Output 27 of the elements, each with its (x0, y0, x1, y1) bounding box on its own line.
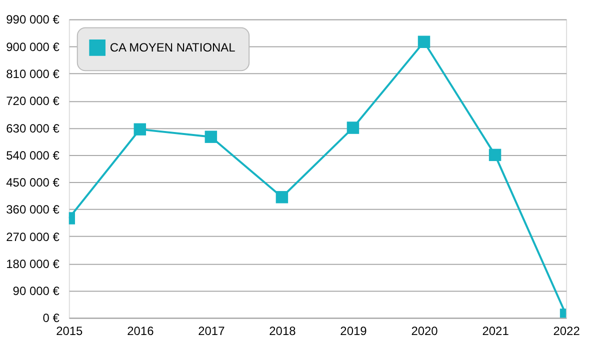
x-tick-label: 2015 (56, 324, 84, 338)
y-tick-label: 540 000 € (6, 148, 60, 162)
x-tick-label: 2019 (340, 324, 368, 338)
point (134, 123, 146, 136)
y-tick-label: 180 000 € (6, 256, 60, 271)
y-tick-label: 720 000 € (6, 94, 60, 108)
point (276, 191, 288, 204)
y-tick-label: 630 000 € (6, 121, 60, 136)
point (346, 122, 360, 134)
point (488, 148, 502, 162)
y-tick-label: 90 000 € (12, 284, 60, 298)
x-tick-label: 2020 (411, 324, 438, 338)
y-tick-label: 360 000 € (6, 202, 60, 217)
x-tick-label: 2017 (198, 324, 226, 338)
y-tick-label: 0 € (42, 311, 60, 326)
y-tick-label: 900 000 € (6, 40, 60, 54)
legend-label: CA MOYEN NATIONAL (110, 40, 236, 55)
y-tick-label: 450 000 € (6, 176, 60, 190)
y-tick-label: 990 000 € (6, 12, 60, 27)
y-tick-label: 270 000 € (6, 230, 60, 244)
y-tick-label: 810 000 € (6, 67, 60, 82)
x-tick-label: 2022 (553, 324, 580, 338)
x-tick-label: 2016 (127, 324, 154, 338)
point (204, 130, 218, 143)
x-tick-label: 2021 (482, 324, 510, 338)
x-tick-label: 2018 (269, 324, 296, 338)
point (418, 36, 430, 48)
